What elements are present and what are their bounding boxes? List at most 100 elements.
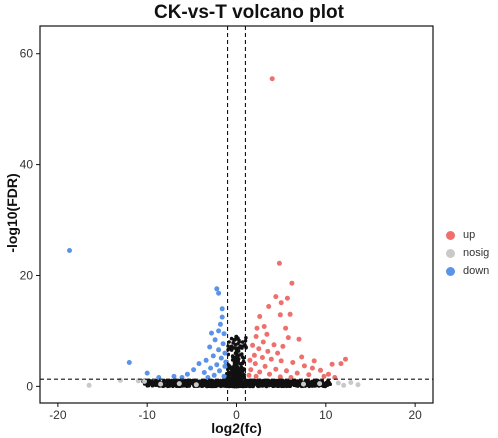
point-up — [256, 346, 262, 352]
point-up — [290, 360, 296, 365]
point-up — [268, 356, 274, 362]
point-up — [289, 280, 295, 286]
point-up — [284, 368, 289, 374]
point-down — [171, 373, 177, 379]
point-nosig — [117, 377, 123, 383]
background-point — [240, 370, 244, 374]
point-down — [221, 373, 227, 379]
background-point — [208, 380, 212, 385]
legend-swatch-nosig — [446, 248, 455, 258]
background-point — [254, 379, 258, 383]
point-up — [253, 334, 259, 339]
point-up — [309, 365, 315, 371]
background-point — [241, 367, 246, 371]
point-up — [287, 311, 293, 317]
point-up — [329, 361, 335, 367]
point-up — [277, 312, 283, 318]
point-up — [246, 372, 252, 378]
point-down — [216, 290, 222, 296]
background-point — [229, 370, 233, 375]
point-nosig — [193, 382, 199, 388]
background-point — [232, 338, 236, 342]
point-down — [221, 331, 227, 337]
point-nosig — [142, 378, 147, 384]
background-point — [236, 368, 240, 372]
background-point — [230, 374, 235, 379]
background-point — [226, 344, 230, 348]
background-point — [257, 382, 261, 386]
point-up — [306, 372, 312, 378]
background-point — [235, 355, 240, 360]
background-point — [226, 380, 230, 385]
point-up — [343, 356, 348, 362]
background-point — [235, 361, 240, 365]
point-up — [261, 324, 267, 329]
background-point — [163, 383, 167, 388]
point-up — [278, 358, 284, 364]
background-point — [242, 373, 246, 377]
background-point — [240, 355, 245, 359]
background-point — [243, 339, 248, 343]
point-down — [207, 344, 213, 350]
point-down — [210, 353, 216, 359]
point-down — [217, 321, 223, 327]
point-down — [216, 328, 222, 334]
point-nosig — [335, 380, 341, 386]
point-down — [219, 306, 225, 312]
background-point — [323, 382, 328, 387]
x-axis-label: log2(fc) — [211, 420, 262, 436]
point-down — [209, 330, 214, 336]
point-up — [301, 363, 307, 369]
background-point — [218, 383, 222, 388]
background-point — [231, 341, 235, 345]
point-up — [269, 76, 275, 82]
background-point — [232, 364, 236, 368]
point-up — [248, 367, 254, 373]
background-point — [184, 379, 189, 383]
x-tick-label: -10 — [139, 408, 157, 422]
point-up — [273, 294, 279, 300]
background-point — [155, 383, 159, 387]
point-down — [218, 355, 224, 361]
point-up — [280, 343, 286, 349]
point-up — [259, 355, 265, 360]
background-point — [235, 336, 240, 341]
background-point — [227, 340, 231, 344]
background-point — [238, 378, 243, 382]
background-point — [234, 379, 239, 383]
background-point — [234, 384, 239, 389]
point-up — [276, 260, 282, 266]
background-point — [201, 382, 205, 387]
background-point — [169, 378, 174, 383]
point-nosig — [86, 382, 92, 388]
x-tick-label: 10 — [319, 408, 333, 422]
background-point — [297, 379, 302, 384]
point-up — [278, 300, 284, 306]
y-tick-label: 20 — [20, 268, 34, 282]
background-point — [221, 381, 225, 386]
point-up — [257, 314, 263, 319]
x-tick-label: -20 — [49, 408, 67, 422]
point-down — [214, 362, 220, 368]
point-up — [251, 352, 257, 358]
point-down — [196, 361, 202, 367]
point-up — [260, 339, 266, 345]
point-nosig — [317, 381, 323, 387]
y-tick-label: 0 — [26, 379, 33, 393]
background-point — [239, 374, 244, 379]
background-point — [277, 379, 282, 383]
point-down — [201, 370, 207, 375]
point-down — [67, 248, 72, 253]
point-up — [311, 358, 317, 364]
nosig-background-cloud — [141, 334, 333, 389]
legend-item-nosig: nosig — [446, 244, 489, 262]
point-up — [296, 336, 302, 342]
point-down — [212, 337, 218, 343]
background-point — [164, 379, 169, 383]
chart-title: CK-vs-T volcano plot — [153, 2, 344, 23]
y-tick-label: 60 — [20, 47, 34, 61]
point-up — [275, 350, 281, 356]
point-up — [262, 363, 268, 369]
background-point — [274, 380, 278, 384]
point-up — [294, 370, 300, 376]
